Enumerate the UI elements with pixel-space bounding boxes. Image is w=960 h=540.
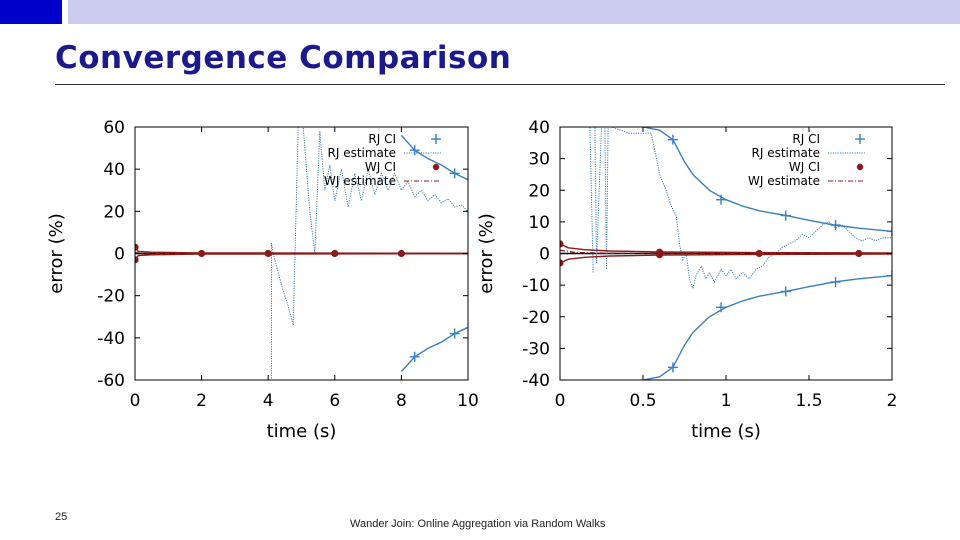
x-tick-label: 10 xyxy=(457,391,479,411)
chart-left: -60 -40 -20 0 20 40 60 0 2 4 6 8 10 time (s) error (%)… xyxy=(46,118,479,442)
wj-ci-marker xyxy=(656,251,664,259)
y-tick-label: 20 xyxy=(528,181,550,201)
wj-ci-marker xyxy=(855,249,863,258)
rj-ci-marker xyxy=(887,226,892,237)
legend-label-rj-estimate: RJ estimate xyxy=(328,146,397,160)
plot-area xyxy=(560,127,892,380)
x-tick-label: 0 xyxy=(130,391,141,411)
rj-ci-marker xyxy=(887,270,892,281)
y-tick-label: 60 xyxy=(103,118,125,138)
wj-ci-lower-line xyxy=(135,252,468,261)
x-tick-label: 8 xyxy=(396,391,407,411)
x-axis-label: time (s) xyxy=(691,421,761,442)
rj-ci-marker xyxy=(449,168,460,179)
rj-ci-marker xyxy=(449,328,460,339)
top-accent-block xyxy=(0,0,62,24)
title-divider xyxy=(55,84,945,85)
rj-ci-marker xyxy=(830,276,841,287)
wj-ci-marker xyxy=(560,240,564,248)
rj-ci-upper-line xyxy=(400,134,468,181)
footer-text: Wander Join: Online Aggregation via Rand… xyxy=(350,518,606,530)
y-tick-label: 40 xyxy=(528,118,550,138)
x-tick-label: 0 xyxy=(555,391,566,411)
y-tick-label: -30 xyxy=(522,339,550,359)
legend-swatch-wj-ci xyxy=(432,163,440,171)
legend-label-wj-ci: WJ CI xyxy=(789,160,820,174)
rj-ci-marker xyxy=(780,286,791,297)
slide-number: 25 xyxy=(55,511,68,523)
y-tick-label: 0 xyxy=(114,245,125,265)
wj-estimate-line xyxy=(135,251,468,255)
legend-label-wj-estimate: WJ estimate xyxy=(748,174,820,188)
rj-ci-marker xyxy=(716,302,727,313)
wj-estimate-line xyxy=(560,249,892,255)
y-tick-label: -40 xyxy=(522,371,550,391)
legend-label-rj-ci: RJ CI xyxy=(368,132,396,146)
x-tick-label: 6 xyxy=(329,391,340,411)
wj-ci-marker xyxy=(198,249,206,258)
rj-ci-marker xyxy=(667,362,678,373)
y-tick-label: -40 xyxy=(97,329,125,349)
top-header-band xyxy=(68,0,960,24)
rj-ci-marker xyxy=(409,145,420,156)
y-tick-label: 20 xyxy=(103,202,125,222)
wj-ci-upper-line xyxy=(560,243,892,254)
legend-label-rj-ci: RJ CI xyxy=(792,132,820,146)
y-tick-label: -20 xyxy=(97,287,125,307)
rj-ci-marker xyxy=(830,220,841,231)
rj-ci-lower-line xyxy=(400,326,468,373)
rj-ci-upper-line xyxy=(642,127,892,233)
y-tick-label: 0 xyxy=(539,245,550,265)
x-tick-label: 4 xyxy=(263,391,274,411)
wj-ci-marker xyxy=(135,243,139,251)
rj-estimate-line xyxy=(589,127,892,291)
rj-ci-marker xyxy=(409,351,420,362)
wj-ci-marker xyxy=(560,259,564,267)
wj-ci-marker xyxy=(135,256,139,264)
x-tick-label: 0.5 xyxy=(629,391,656,411)
slide-title: Convergence Comparison xyxy=(55,40,512,76)
y-tick-label: -10 xyxy=(522,276,550,296)
y-axis-label: error (%) xyxy=(476,213,497,293)
rj-ci-marker xyxy=(667,134,678,145)
y-tick-label: 40 xyxy=(103,160,125,180)
y-tick-label: 10 xyxy=(528,213,550,233)
wj-ci-lower-line xyxy=(560,253,892,264)
x-tick-label: 1 xyxy=(721,391,732,411)
legend-label-wj-ci: WJ CI xyxy=(365,160,396,174)
wj-ci-marker xyxy=(397,249,405,258)
legend-label-rj-estimate: RJ estimate xyxy=(752,146,821,160)
rj-ci-lower-line xyxy=(642,274,892,380)
x-axis-label: time (s) xyxy=(267,421,337,442)
y-tick-label: -60 xyxy=(97,371,125,391)
wj-ci-upper-line xyxy=(135,246,468,255)
x-tick-label: 2 xyxy=(196,391,207,411)
y-axis-label: error (%) xyxy=(46,213,67,293)
y-tick-label: 30 xyxy=(528,150,550,170)
wj-ci-marker xyxy=(331,249,339,258)
rj-ci-marker xyxy=(716,194,727,205)
wj-ci-marker xyxy=(755,249,763,258)
legend-swatch-wj-ci xyxy=(856,163,864,171)
plot-area xyxy=(135,127,468,380)
legend-label-wj-estimate: WJ estimate xyxy=(324,174,396,188)
x-tick-label: 1.5 xyxy=(795,391,822,411)
rj-estimate-line xyxy=(268,127,468,380)
chart-right: -40 -30 -20 -10 0 10 20 30 40 0 0.5 1 1.5 2 time (s) er… xyxy=(476,118,898,442)
x-tick-label: 2 xyxy=(887,391,898,411)
rj-ci-marker xyxy=(780,210,791,221)
y-tick-label: -20 xyxy=(522,308,550,328)
